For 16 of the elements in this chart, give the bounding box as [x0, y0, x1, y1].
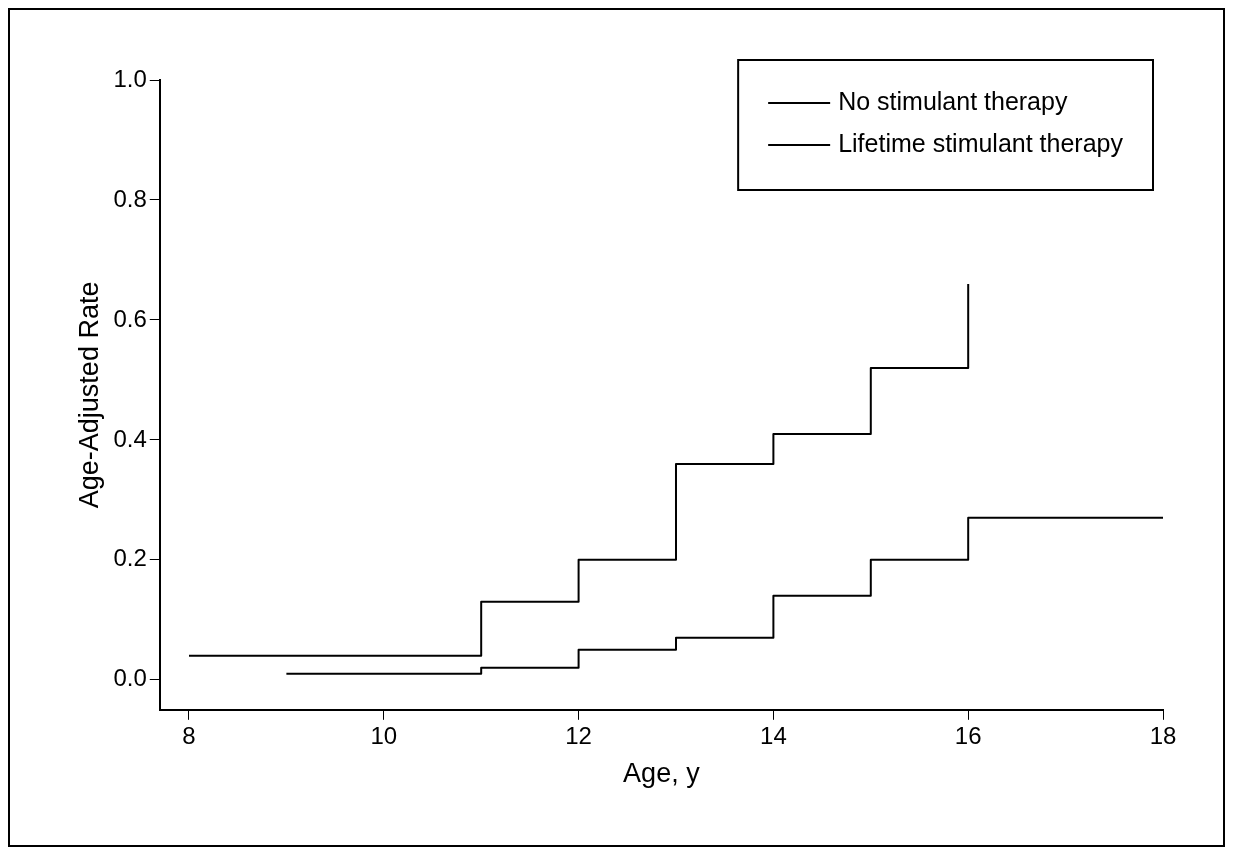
- y-tick-label: 0.6: [113, 304, 147, 332]
- x-tick-label: 16: [954, 721, 982, 749]
- x-tick-label: 8: [182, 721, 196, 749]
- y-tick-label: 1.0: [113, 64, 147, 92]
- y-tick-label: 0.8: [113, 184, 147, 212]
- x-tick-label: 18: [1149, 721, 1177, 749]
- y-tick-label: 0.0: [113, 664, 147, 692]
- y-axis-title: Age-Adjusted Rate: [73, 281, 104, 509]
- y-tick-label: 0.4: [113, 424, 147, 452]
- x-tick-label: 10: [370, 721, 398, 749]
- x-tick-label: 14: [760, 721, 787, 749]
- y-tick-label: 0.2: [113, 544, 147, 572]
- legend-label: No stimulant therapy: [838, 86, 1068, 115]
- x-axis-title: Age, y: [623, 758, 701, 789]
- x-tick-label: 12: [565, 721, 592, 749]
- legend-label: Lifetime stimulant therapy: [838, 128, 1124, 157]
